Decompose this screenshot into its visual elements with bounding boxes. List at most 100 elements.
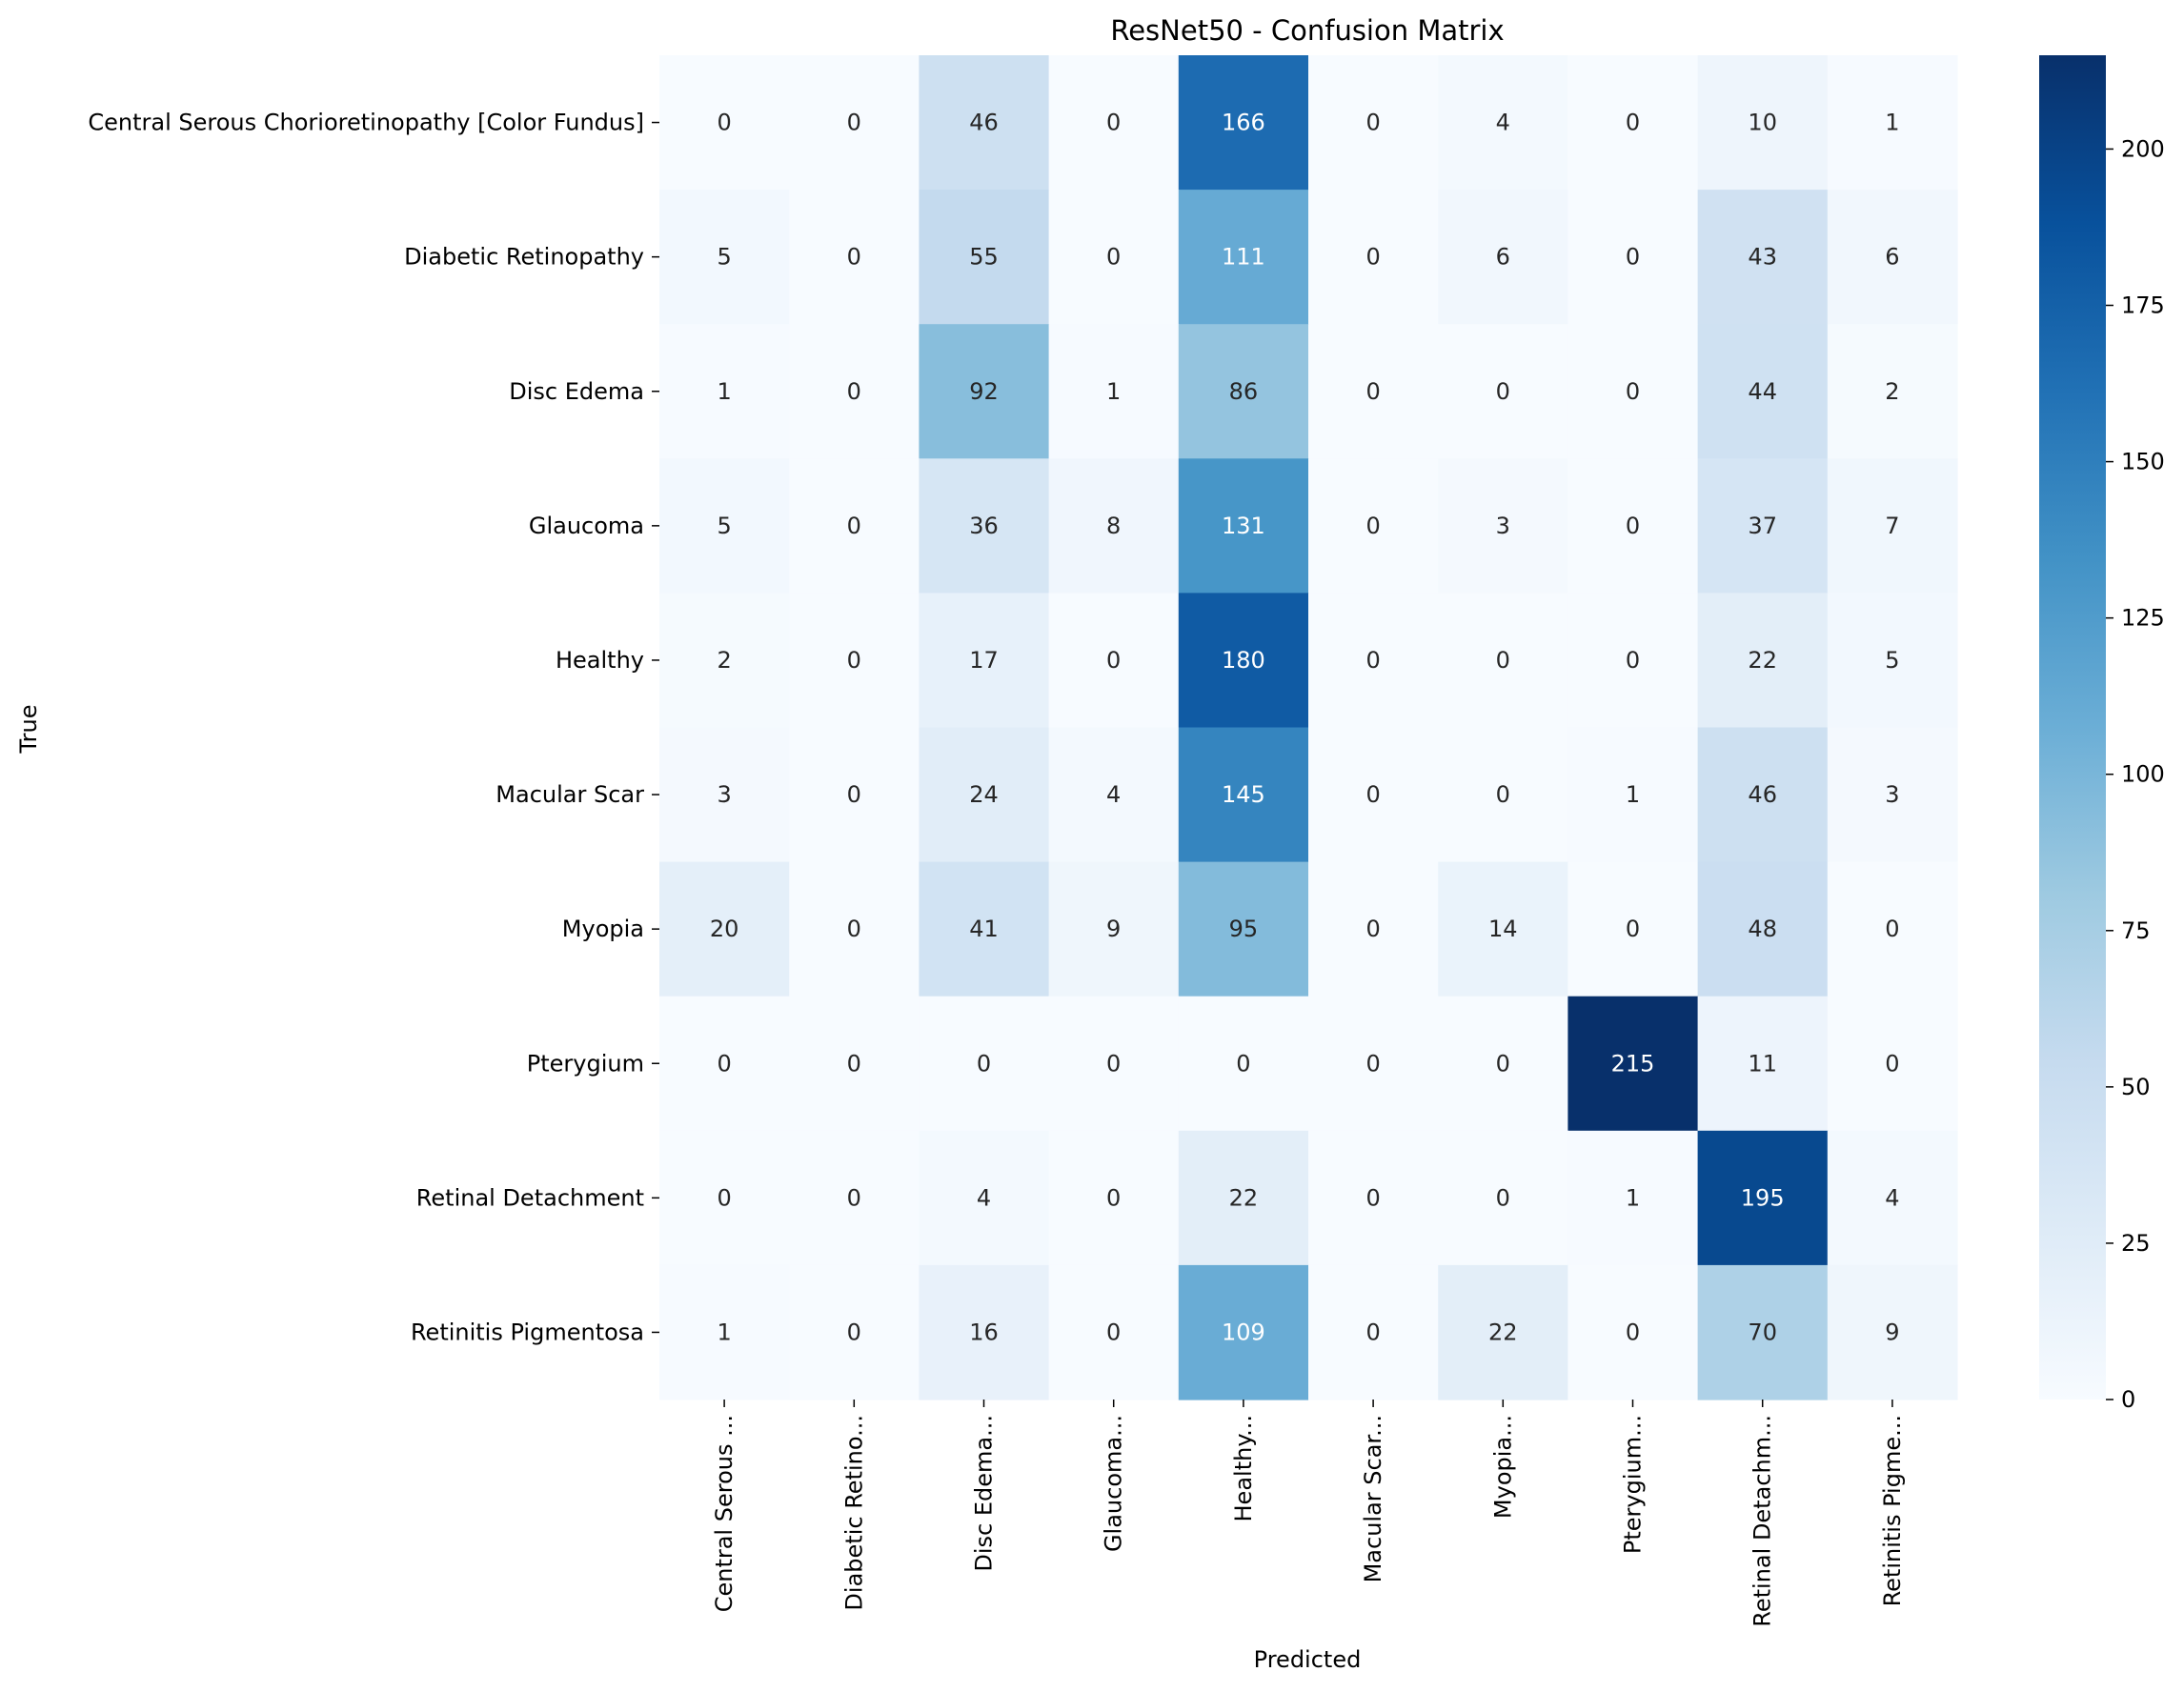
cell-value-label: 0	[847, 647, 861, 674]
cell-value-label: 0	[847, 1050, 861, 1077]
colorbar-tick-label: 125	[2121, 605, 2165, 632]
cell-value-label: 1	[1626, 781, 1640, 808]
cell-value-label: 95	[1229, 916, 1259, 942]
heatmap-cell	[919, 458, 1050, 594]
heatmap-cell	[1827, 55, 1958, 191]
heatmap-cell	[1308, 593, 1439, 729]
y-tick-labels: Central Serous Chorioretinopathy [Color …	[88, 110, 659, 1345]
cell-value-label: 4	[977, 1184, 991, 1211]
heatmap-cell	[1178, 861, 1309, 997]
y-tick-label: Central Serous Chorioretinopathy [Color …	[88, 110, 644, 136]
x-tick-label: Healthy...	[1230, 1415, 1257, 1521]
x-tick-label: Pterygium...	[1620, 1415, 1647, 1554]
heatmap-cell	[1567, 727, 1699, 863]
heatmap-cell	[919, 996, 1050, 1132]
heatmap-cell	[919, 324, 1050, 459]
heatmap-cell	[919, 861, 1050, 997]
x-tick-label: Disc Edema...	[971, 1415, 998, 1572]
cell-value-label: 16	[969, 1319, 999, 1345]
heatmap-cell	[1827, 1130, 1958, 1266]
cell-value-label: 3	[1885, 781, 1899, 808]
cell-value-label: 5	[1885, 647, 1899, 674]
cell-value-label: 2	[1885, 378, 1899, 405]
cell-value-label: 0	[1885, 916, 1899, 942]
cell-value-label: 0	[1365, 110, 1380, 136]
cell-value-label: 0	[847, 1319, 861, 1345]
heatmap-cell	[1438, 190, 1568, 325]
cell-value-label: 0	[977, 1050, 991, 1077]
colorbar-tick-label: 50	[2121, 1074, 2151, 1100]
cell-value-label: 0	[1626, 1319, 1640, 1345]
y-tick-label: Retinal Detachment	[416, 1184, 644, 1211]
heatmap-cell	[1697, 324, 1829, 459]
colorbar-tick-label: 75	[2121, 917, 2151, 944]
heatmap-cell	[1827, 727, 1958, 863]
heatmap-cell	[659, 1130, 790, 1266]
cell-value-label: 48	[1748, 916, 1777, 942]
cell-value-label: 0	[1365, 1184, 1380, 1211]
cell-value-label: 0	[1106, 244, 1121, 271]
heatmap-cell	[1438, 458, 1568, 594]
cell-value-label: 0	[847, 916, 861, 942]
cell-value-label: 0	[1496, 1050, 1510, 1077]
colorbar-tick-label: 200	[2121, 135, 2165, 162]
heatmap-cell	[1308, 324, 1439, 459]
heatmap-cell	[1827, 593, 1958, 729]
cell-value-label: 10	[1748, 110, 1777, 136]
cell-value-label: 0	[1236, 1050, 1250, 1077]
y-tick-label: Disc Edema	[509, 378, 644, 405]
heatmap-cell	[1697, 1264, 1829, 1400]
heatmap-cell	[1697, 458, 1829, 594]
heatmap-cell	[1048, 190, 1180, 325]
cell-value-label: 0	[847, 110, 861, 136]
heatmap-cell	[1438, 996, 1568, 1132]
heatmap-cell	[1308, 55, 1439, 191]
heatmap-cell	[789, 55, 920, 191]
y-axis-label: True	[15, 705, 42, 755]
cell-value-label: 20	[710, 916, 739, 942]
cell-value-label: 0	[1496, 647, 1510, 674]
heatmap-cell	[659, 324, 790, 459]
heatmap-cell	[1178, 324, 1309, 459]
heatmap-cell	[1178, 727, 1309, 863]
y-tick-label: Healthy	[556, 647, 644, 674]
cell-value-label: 22	[1748, 647, 1777, 674]
cell-value-label: 2	[717, 647, 731, 674]
cell-value-label: 145	[1222, 781, 1265, 808]
cell-value-label: 0	[1365, 1319, 1380, 1345]
chart-title: ResNet50 - Confusion Matrix	[1110, 14, 1504, 47]
heatmap-cell	[1567, 190, 1699, 325]
cell-value-label: 0	[1106, 1050, 1121, 1077]
cell-value-label: 1	[1106, 378, 1121, 405]
cell-value-label: 22	[1488, 1319, 1518, 1345]
heatmap-cell	[1697, 861, 1829, 997]
cell-value-label: 1	[1885, 110, 1899, 136]
cell-value-label: 46	[1748, 781, 1777, 808]
heatmap-cell	[919, 593, 1050, 729]
cell-value-label: 0	[1365, 916, 1380, 942]
cell-value-label: 0	[717, 110, 731, 136]
cell-value-label: 109	[1222, 1319, 1265, 1345]
heatmap-cell	[789, 593, 920, 729]
cell-value-label: 43	[1748, 244, 1777, 271]
heatmap-cell	[659, 593, 790, 729]
cell-value-label: 0	[1106, 1184, 1121, 1211]
cell-value-label: 36	[969, 513, 999, 539]
cell-value-label: 5	[717, 513, 731, 539]
cell-value-label: 92	[969, 378, 999, 405]
heatmap-cell	[789, 324, 920, 459]
heatmap-cell	[659, 727, 790, 863]
heatmap-cell	[1178, 593, 1309, 729]
cell-value-label: 0	[1626, 647, 1640, 674]
heatmap-cell	[1567, 1264, 1699, 1400]
heatmap-cell	[1567, 996, 1699, 1132]
cell-value-label: 46	[969, 110, 999, 136]
cell-value-label: 0	[1626, 513, 1640, 539]
heatmap-cell	[1567, 1130, 1699, 1266]
y-tick-label: Pterygium	[527, 1050, 644, 1077]
cell-value-label: 0	[717, 1050, 731, 1077]
heatmap-cell	[1048, 1130, 1180, 1266]
cell-value-label: 1	[717, 378, 731, 405]
heatmap-cell	[1567, 861, 1699, 997]
cell-value-label: 6	[1496, 244, 1510, 271]
